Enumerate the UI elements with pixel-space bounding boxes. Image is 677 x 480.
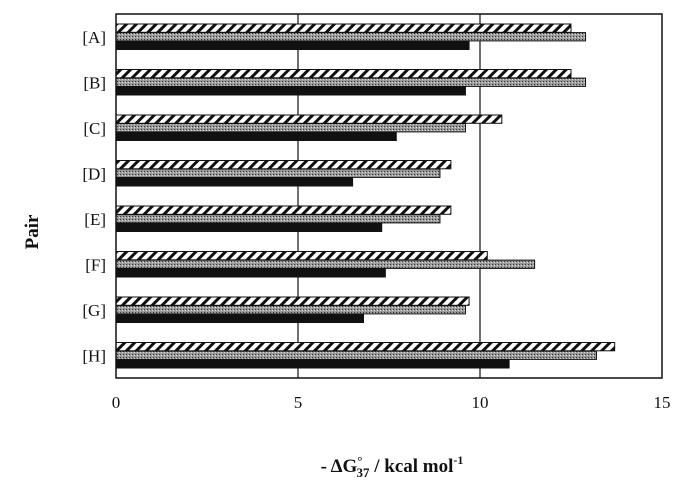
bar-solid (115, 131, 397, 141)
bar-stippled (115, 259, 536, 269)
x-axis-label-unit-sup: -1 (453, 453, 463, 467)
category-label: [B] (83, 73, 106, 92)
bar-hatched (115, 69, 572, 79)
bar-hatched (115, 296, 470, 306)
category-label: [G] (82, 301, 106, 320)
bar-solid (115, 268, 386, 278)
bar-stippled (115, 168, 441, 178)
bar-solid (115, 40, 470, 51)
category-label: [E] (84, 210, 106, 229)
bar-stippled (115, 305, 466, 315)
bar-stippled (115, 32, 587, 42)
bar-stippled (115, 350, 597, 360)
bar-solid (115, 313, 365, 324)
bar-stippled (115, 77, 587, 87)
x-tick-label: 0 (112, 393, 121, 412)
x-tick-label: 15 (654, 393, 671, 412)
x-tick-label: 10 (472, 393, 489, 412)
x-axis-label-prefix: - ΔG (321, 456, 358, 477)
bar-hatched (115, 23, 572, 33)
bar-hatched (115, 342, 616, 352)
bars (115, 23, 616, 369)
bar-hatched (115, 114, 503, 124)
bar-hatched (115, 160, 452, 170)
bar-solid (115, 86, 466, 96)
x-axis-label-sup: ° (357, 453, 362, 468)
plot-frame (115, 13, 663, 379)
category-label: [F] (85, 255, 106, 274)
bar-stippled (115, 214, 441, 224)
x-axis-label: - ΔG° 37 / kcal mol-1 (321, 453, 464, 480)
category-label: [C] (83, 119, 106, 138)
y-axis-label: Pair (22, 214, 43, 249)
category-label: [D] (82, 164, 106, 183)
x-axis-label-unit: / kcal mol (370, 456, 454, 477)
bar-solid (115, 222, 383, 232)
gridlines (297, 14, 481, 378)
x-axis-label-sub: 37 (357, 465, 371, 480)
bar-solid (115, 359, 510, 369)
bar-hatched (115, 251, 488, 261)
category-label: [H] (82, 346, 106, 365)
bar-stippled (115, 123, 466, 133)
bar-solid (115, 177, 354, 187)
bar-hatched (115, 205, 452, 215)
tick-labels: [A] [B] [C] [D] [E] [F] [G] [H] 0 5 10 15 (82, 28, 670, 412)
x-tick-label: 5 (294, 393, 303, 412)
category-label: [A] (82, 28, 106, 47)
